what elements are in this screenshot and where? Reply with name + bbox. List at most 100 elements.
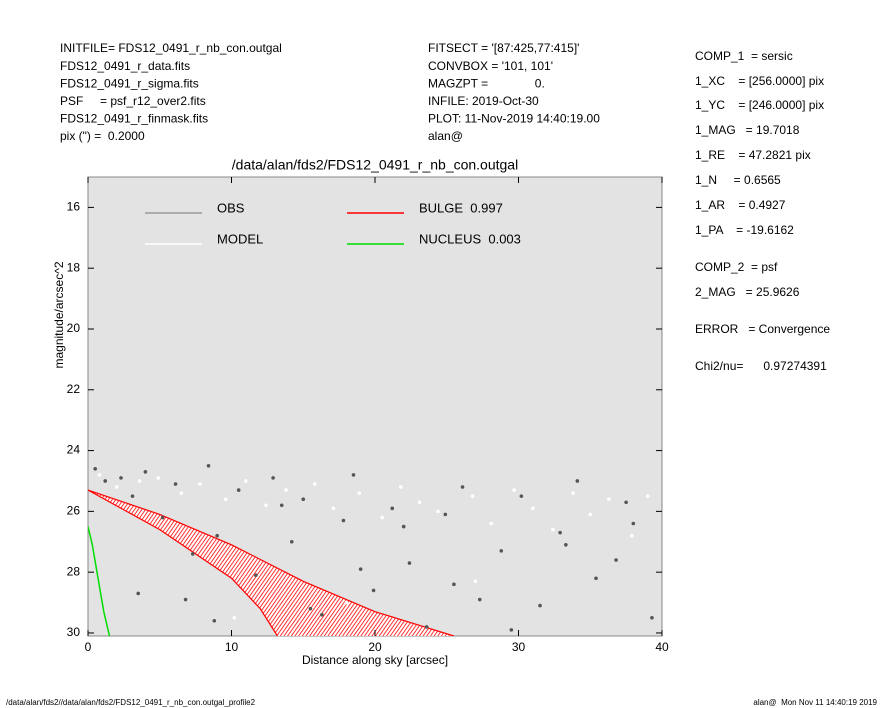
legend-label: MODEL <box>217 231 263 246</box>
legend-label: OBS <box>217 200 245 215</box>
header-line: INITFILE= FDS12_0491_r_nb_con.outgal <box>60 41 282 55</box>
data-point <box>254 573 258 578</box>
header-line: alan@ <box>428 129 463 143</box>
bulge-upper <box>88 489 455 636</box>
data-point <box>279 503 284 508</box>
x-tick-label: 0 <box>85 640 92 654</box>
data-point <box>538 603 542 608</box>
data-point <box>614 558 618 562</box>
data-point <box>380 515 384 520</box>
footer-left: /data/alan/fds2//data/alan/fds2/FDS12_04… <box>6 698 256 707</box>
data-point <box>179 491 184 495</box>
chart-title: /data/alan/fds2/FDS12_0491_r_nb_con.outg… <box>232 157 518 173</box>
data-point <box>289 539 294 544</box>
x-axis-label: Distance along sky [arcsec] <box>302 653 448 667</box>
data-point <box>512 488 516 492</box>
data-point <box>489 521 494 526</box>
bulge-band-fill <box>88 490 454 636</box>
fit-parameter: 1_RE = 47.2821 pix <box>695 148 811 162</box>
x-tick-label: 20 <box>368 640 382 654</box>
data-point <box>399 485 403 489</box>
data-point <box>160 515 165 520</box>
data-point <box>460 485 465 489</box>
y-axis-label: magnitude/arcsec^2 <box>52 261 66 368</box>
component-line <box>88 526 111 636</box>
fit-parameter: 1_PA = -19.6162 <box>695 223 794 237</box>
header-line: FITSECT = '[87:425,77:415]' <box>428 41 579 55</box>
data-point <box>341 518 346 523</box>
data-point <box>588 512 593 517</box>
fit-parameter: 1_AR = 0.4927 <box>695 198 786 212</box>
data-point <box>119 476 123 480</box>
footer-right: alan@ Mon Nov 11 14:40:19 2019 <box>753 698 877 707</box>
y-tick-label: 20 <box>67 321 81 335</box>
data-point <box>331 506 336 511</box>
legend-label: BULGE 0.997 <box>419 200 503 215</box>
data-point <box>371 588 376 593</box>
fit-parameter: Chi2/nu= 0.97274391 <box>695 359 827 373</box>
data-point <box>624 500 628 505</box>
x-tick-label: 10 <box>225 640 239 654</box>
y-tick-label: 16 <box>67 200 81 214</box>
fit-parameter: ERROR = Convergence <box>695 322 830 336</box>
bulge-lower <box>88 489 278 636</box>
data-point <box>558 530 562 535</box>
data-point <box>136 591 141 596</box>
data-point <box>103 479 108 483</box>
fit-parameter: 1_N = 0.6565 <box>695 173 781 187</box>
data-point <box>143 470 148 474</box>
fit-parameter: 1_MAG = 19.7018 <box>695 123 800 137</box>
data-point <box>407 561 412 565</box>
header-line: FDS12_0491_r_data.fits <box>60 59 190 73</box>
header-line: pix (") = 0.2000 <box>60 129 145 143</box>
header-line: INFILE: 2019-Oct-30 <box>428 94 539 108</box>
plot-area <box>87 176 663 637</box>
fit-parameter: 1_XC = [256.0000] pix <box>695 74 824 88</box>
data-point <box>173 482 178 486</box>
data-point <box>198 482 202 486</box>
data-point <box>320 612 324 617</box>
data-point <box>137 479 142 483</box>
data-point <box>264 503 268 508</box>
data-point <box>424 625 429 629</box>
header-line: FDS12_0491_r_sigma.fits <box>60 76 199 90</box>
data-point <box>470 494 475 498</box>
data-point <box>156 476 161 480</box>
x-tick-label: 30 <box>512 640 526 654</box>
data-point <box>645 494 650 498</box>
y-tick-label: 30 <box>67 625 81 639</box>
data-point <box>223 497 228 502</box>
x-tick-label: 40 <box>655 640 669 654</box>
data-point <box>499 549 504 553</box>
data-point <box>358 567 363 571</box>
data-point <box>212 619 217 623</box>
data-point <box>357 491 362 495</box>
data-point <box>271 476 275 480</box>
header-line: MAGZPT = 0. <box>428 76 545 90</box>
y-tick-label: 28 <box>67 564 81 578</box>
data-point <box>575 479 580 483</box>
fit-parameter: COMP_1 = sersic <box>695 49 793 63</box>
data-point <box>401 524 406 529</box>
data-point <box>531 506 535 511</box>
data-point <box>284 488 288 492</box>
legend-label: NUCLEUS 0.003 <box>419 231 521 246</box>
data-point <box>630 533 634 538</box>
y-tick-label: 22 <box>67 382 81 396</box>
data-point <box>93 467 97 471</box>
data-point <box>594 576 598 581</box>
data-point <box>607 497 611 502</box>
data-point <box>351 473 356 477</box>
data-point <box>308 606 313 611</box>
data-point <box>443 512 448 517</box>
data-point <box>301 497 306 502</box>
data-point <box>232 615 237 620</box>
data-point <box>436 509 440 514</box>
data-point <box>551 527 555 532</box>
data-point <box>183 597 188 602</box>
fit-parameter: 1_YC = [246.0000] pix <box>695 98 824 112</box>
fit-parameter: 2_MAG = 25.9626 <box>695 285 800 299</box>
data-point <box>344 600 349 605</box>
header-line: CONVBOX = '101, 101' <box>428 59 553 73</box>
